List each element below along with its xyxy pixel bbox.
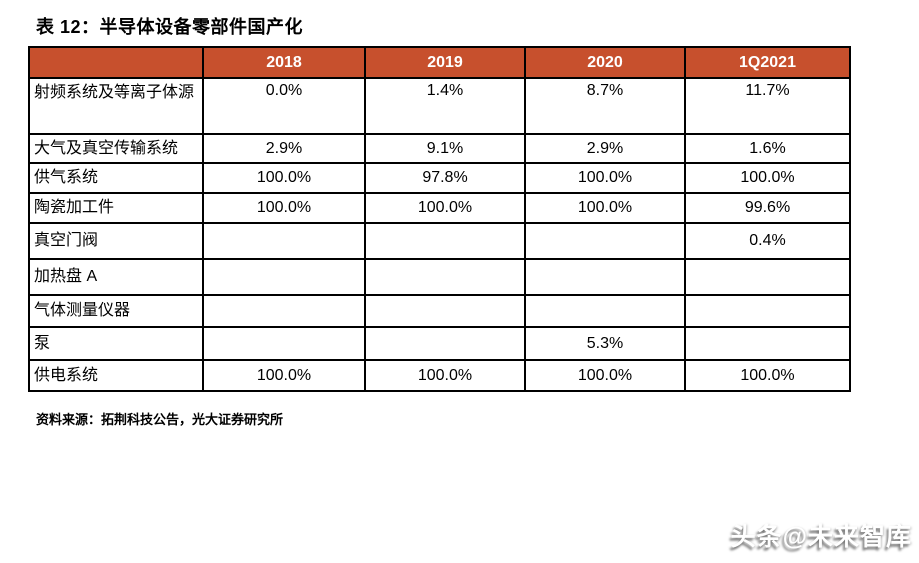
row-label-cell: 供电系统 [28,359,204,392]
table-cell: 99.6% [684,192,851,224]
table-cell: 100.0% [364,192,526,224]
table-row: 大气及真空传输系统 2.9% 9.1% 2.9% 1.6% [28,133,851,164]
watermark-text: 头条@未来智库 [730,523,912,551]
table-cell: 0.4% [684,222,851,260]
table-cell: 97.8% [364,162,526,194]
column-header-2018: 2018 [202,46,366,79]
table-row: 供气系统 100.0% 97.8% 100.0% 100.0% [28,162,851,194]
table-cell [684,326,851,361]
row-label-cell: 加热盘 A [28,258,204,296]
table-cell: 2.9% [524,133,686,164]
column-header-1q2021: 1Q2021 [684,46,851,79]
table-cell: 2.9% [202,133,366,164]
table-cell [684,258,851,296]
table-cell: 1.6% [684,133,851,164]
table-cell: 100.0% [684,162,851,194]
table-cell: 100.0% [202,192,366,224]
table-cell [364,294,526,328]
table-cell: 1.4% [364,77,526,135]
table-row: 真空门阀 0.4% [28,222,851,260]
table-cell: 0.0% [202,77,366,135]
table-cell [524,294,686,328]
column-header-2020: 2020 [524,46,686,79]
table-cell [202,222,366,260]
table-cell: 100.0% [524,162,686,194]
table-cell [364,326,526,361]
table-cell [684,294,851,328]
column-header-2019: 2019 [364,46,526,79]
table-row: 陶瓷加工件 100.0% 100.0% 100.0% 99.6% [28,192,851,224]
row-label-cell: 大气及真空传输系统 [28,133,204,164]
row-label-cell: 陶瓷加工件 [28,192,204,224]
column-header-blank [28,46,204,79]
row-label-cell: 泵 [28,326,204,361]
table-cell: 100.0% [524,192,686,224]
row-label-cell: 射频系统及等离子体源 [28,77,204,135]
row-label-cell: 气体测量仪器 [28,294,204,328]
table-cell: 9.1% [364,133,526,164]
localization-table: 2018 2019 2020 1Q2021 射频系统及等离子体源 0.0% 1.… [28,46,851,392]
row-label-cell: 供气系统 [28,162,204,194]
table-cell [202,326,366,361]
header-row: 2018 2019 2020 1Q2021 [28,46,851,79]
table-row: 气体测量仪器 [28,294,851,328]
table-cell: 100.0% [202,359,366,392]
source-note: 资料来源：拓荆科技公告，光大证券研究所 [36,412,284,427]
table-cell [202,294,366,328]
row-label-cell: 真空门阀 [28,222,204,260]
table-cell [202,258,366,296]
table-cell: 100.0% [202,162,366,194]
table-cell [524,258,686,296]
table-cell [364,222,526,260]
table-row: 供电系统 100.0% 100.0% 100.0% 100.0% [28,359,851,392]
table-cell [524,222,686,260]
table-cell: 11.7% [684,77,851,135]
table-row: 加热盘 A [28,258,851,296]
table-cell: 100.0% [364,359,526,392]
table-title: 表 12：半导体设备零部件国产化 [36,17,304,37]
table-row: 射频系统及等离子体源 0.0% 1.4% 8.7% 11.7% [28,77,851,135]
table-cell [364,258,526,296]
table-cell: 5.3% [524,326,686,361]
table-row: 泵 5.3% [28,326,851,361]
table-cell: 8.7% [524,77,686,135]
table-cell: 100.0% [524,359,686,392]
table-cell: 100.0% [684,359,851,392]
